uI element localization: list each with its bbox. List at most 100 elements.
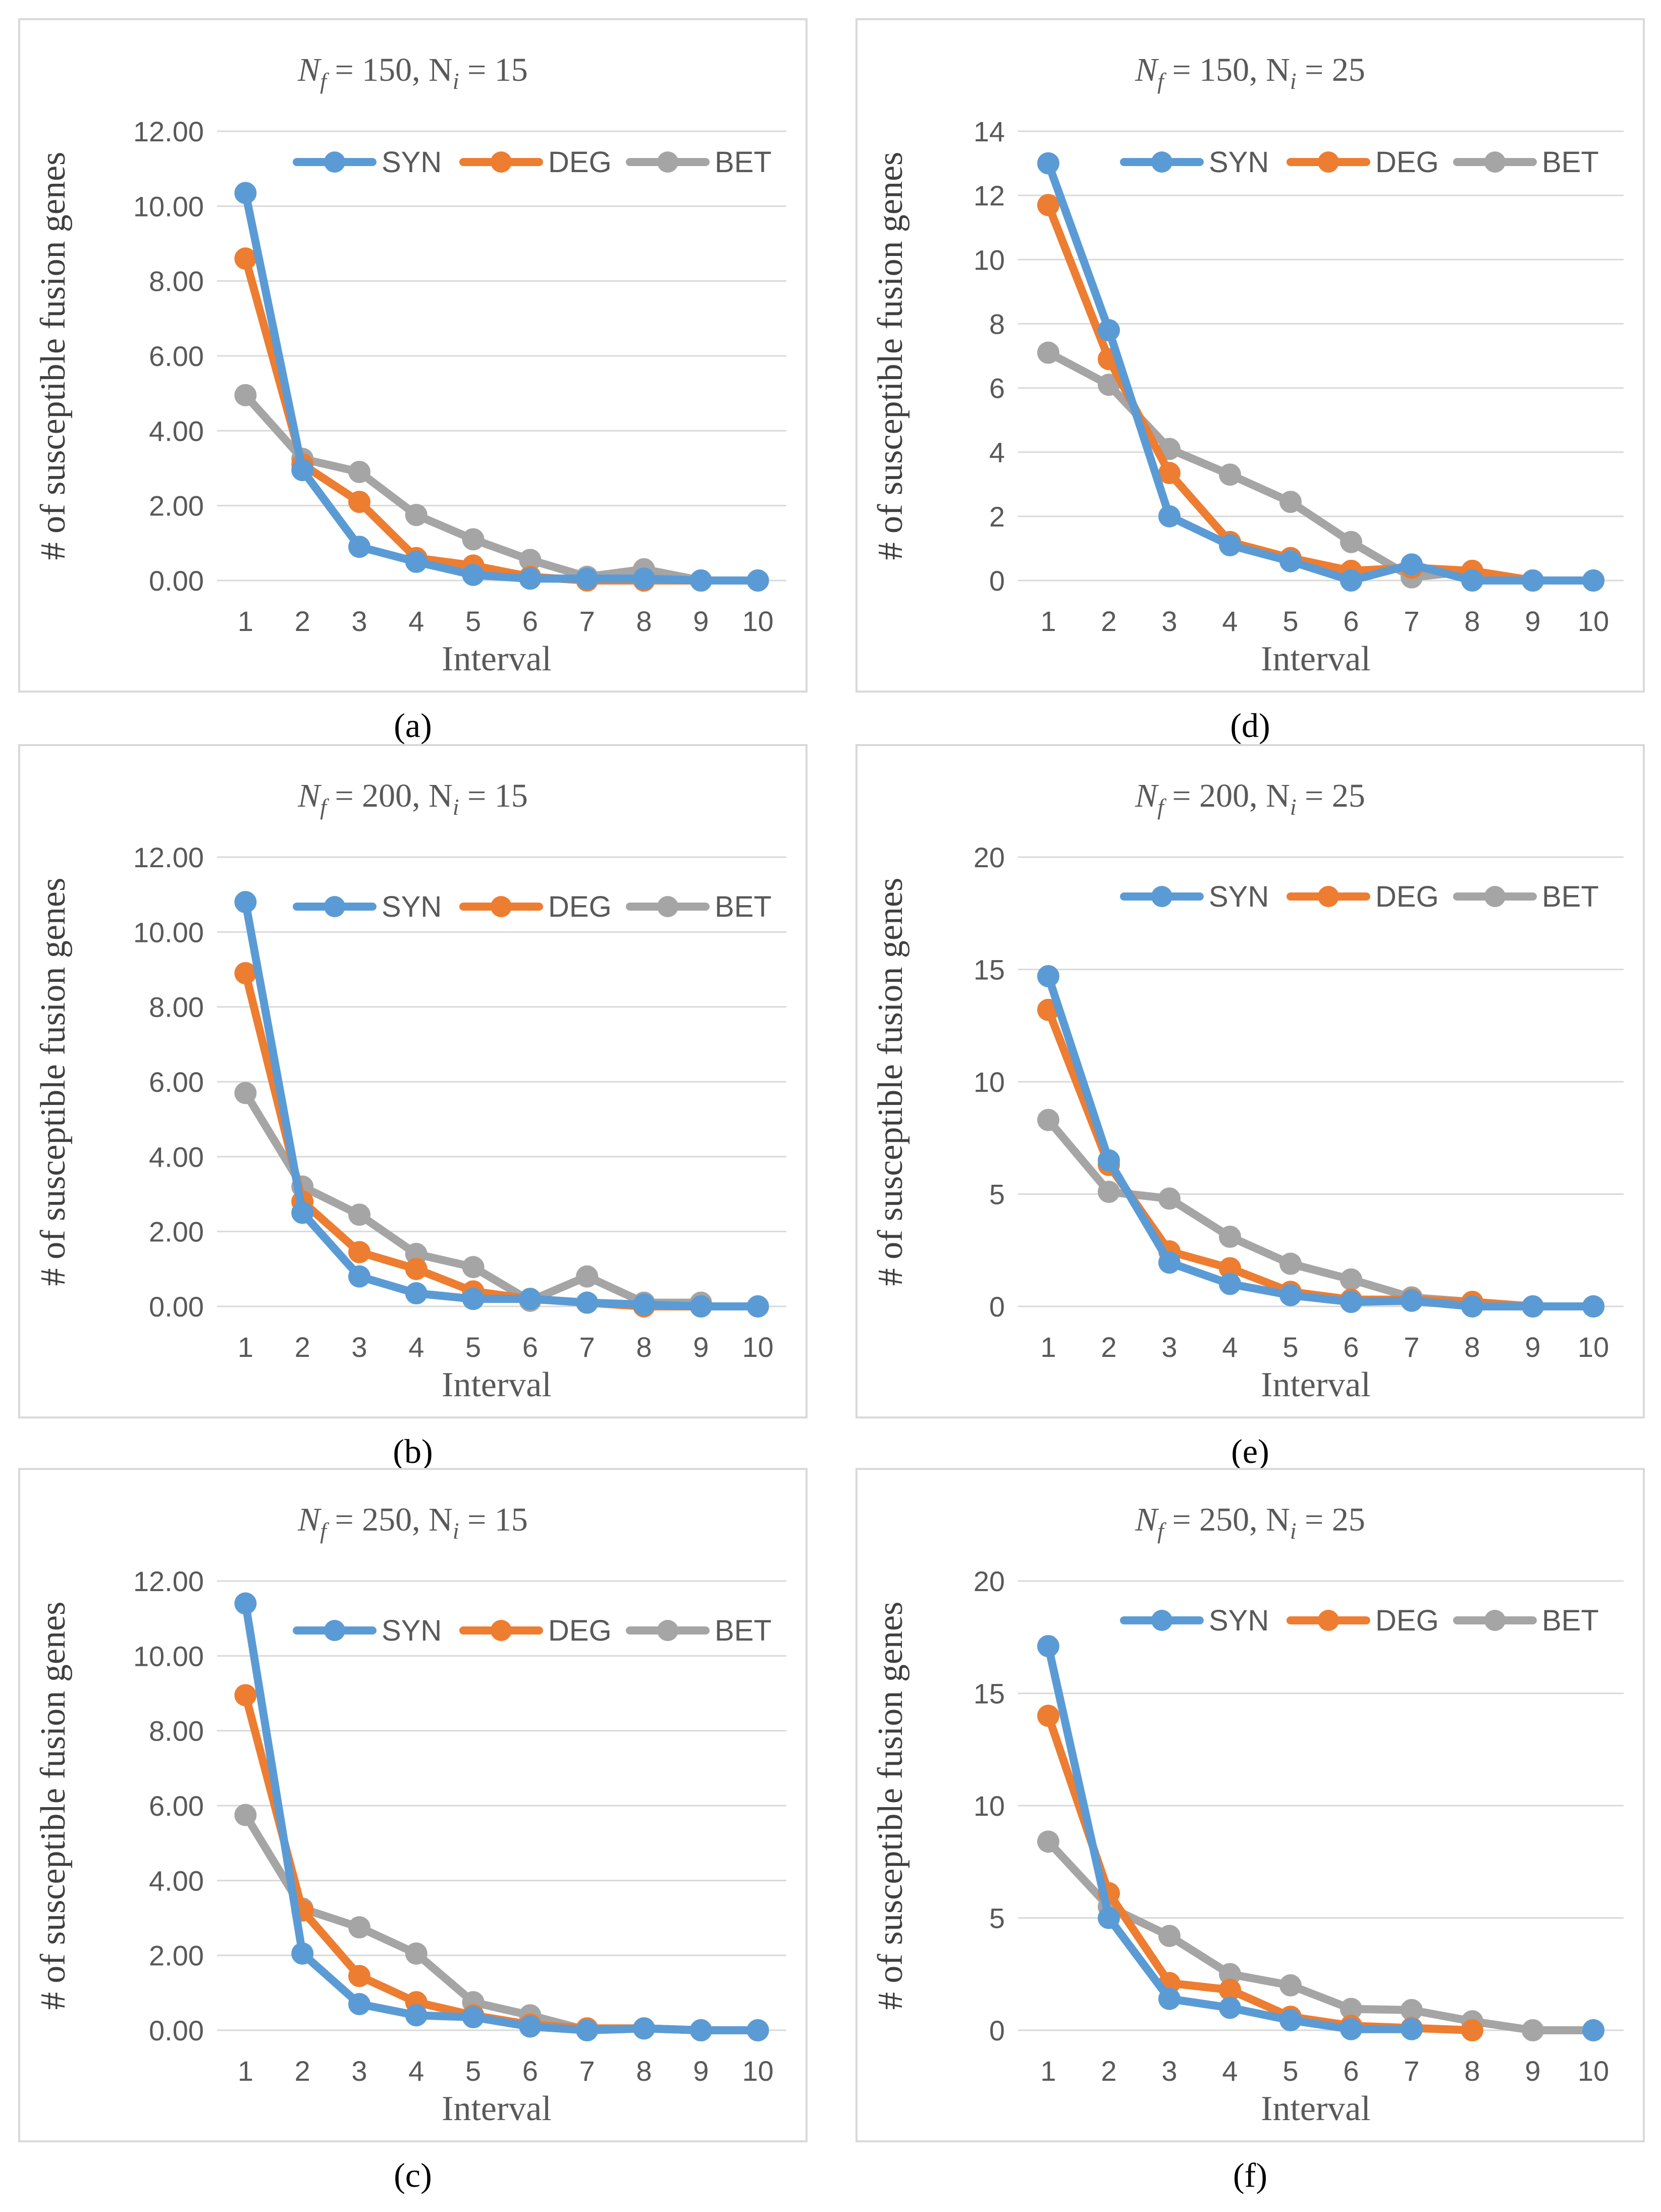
x-tick-label: 2 [295, 2055, 310, 2087]
y-tick-label: 0 [989, 565, 1005, 597]
data-point-bet [1098, 1181, 1120, 1203]
data-point-syn [1098, 1149, 1120, 1172]
y-tick-label: 4 [989, 437, 1005, 468]
x-tick-label: 8 [636, 1331, 652, 1363]
y-tick-label: 0.00 [149, 2015, 204, 2046]
legend-swatch-marker [1151, 1610, 1172, 1631]
data-point-syn [1401, 553, 1423, 576]
x-tick-label: 2 [295, 605, 310, 637]
x-tick-label: 1 [238, 1331, 253, 1363]
data-point-deg [1037, 1705, 1059, 1727]
data-point-bet [1219, 1226, 1241, 1248]
x-tick-label: 4 [408, 2055, 424, 2087]
panel-caption-c: (c) [394, 2156, 432, 2194]
data-point-syn [348, 1265, 370, 1288]
x-axis-label: Interval [442, 1365, 552, 1404]
y-tick-label: 10.00 [133, 1640, 204, 1672]
data-point-syn [689, 2019, 712, 2041]
chart-title-part: i [1290, 794, 1297, 820]
chart-title-part: i [1290, 68, 1297, 94]
y-tick-label: 12 [974, 180, 1005, 212]
data-point-bet [462, 528, 485, 551]
legend-label: DEG [1375, 146, 1439, 179]
legend-swatch-marker [657, 1620, 678, 1641]
legend-item-deg: DEG [459, 146, 612, 179]
chart-title-part: N [1135, 1501, 1159, 1538]
data-point-bet [1158, 1187, 1181, 1210]
data-point-syn [291, 1942, 314, 1965]
data-point-syn [746, 2019, 769, 2041]
chart-title-part: N [297, 51, 322, 88]
legend-item-deg: DEG [1287, 146, 1439, 179]
x-tick-label: 7 [579, 1331, 595, 1363]
x-tick-label: 2 [1101, 2055, 1116, 2087]
y-tick-label: 8.00 [149, 991, 204, 1023]
y-tick-label: 12.00 [133, 1565, 204, 1597]
legend-label: BET [1542, 1604, 1599, 1637]
x-tick-label: 2 [1101, 1331, 1116, 1363]
chart-title-part: N [1135, 777, 1159, 814]
panel-caption-d: (d) [1230, 706, 1270, 745]
data-point-syn [348, 536, 370, 558]
chart-title-part: = 25 [1297, 1501, 1365, 1538]
series-line-syn [1044, 159, 1597, 585]
data-point-bet [1037, 1109, 1059, 1131]
legend-label: BET [1542, 880, 1599, 913]
x-tick-label: 6 [1343, 605, 1359, 637]
x-tick-label: 7 [1404, 605, 1419, 637]
y-axis-label: # of susceptible fusion genes [34, 1602, 73, 2010]
legend-swatch-marker [1318, 886, 1339, 907]
legend-swatch-marker [1151, 151, 1172, 173]
x-tick-label: 5 [465, 1331, 481, 1363]
y-tick-label: 6 [989, 373, 1005, 404]
chart-title-part: N [1135, 51, 1159, 88]
x-axis-label: Interval [442, 640, 552, 678]
data-point-bet [234, 384, 257, 406]
data-point-bet [1037, 341, 1059, 364]
legend-label: BET [715, 890, 772, 923]
legend-swatch-marker [1484, 886, 1506, 907]
data-point-syn [576, 2019, 599, 2041]
panel-caption-b: (b) [393, 1432, 433, 1470]
data-point-deg [348, 491, 370, 513]
legend-swatch-marker [657, 151, 678, 173]
data-point-syn [1522, 569, 1544, 592]
legend-item-syn: SYN [293, 890, 442, 923]
chart-title: Nf = 150, Ni = 15 [297, 51, 528, 94]
chart-title-part: = 15 [459, 51, 528, 88]
data-point-bet [1340, 531, 1362, 553]
y-tick-label: 12.00 [133, 841, 204, 873]
legend-swatch-marker [491, 151, 512, 173]
legend-label: BET [715, 1614, 772, 1647]
panel-caption-e: (e) [1231, 1432, 1269, 1470]
y-tick-label: 10 [974, 1790, 1005, 1822]
y-tick-label: 10 [974, 244, 1005, 276]
x-tick-label: 7 [1404, 2055, 1419, 2087]
y-tick-label: 2.00 [149, 490, 204, 522]
x-tick-label: 3 [1161, 2055, 1177, 2087]
legend-swatch-marker [657, 896, 678, 917]
legend-label: DEG [548, 890, 612, 923]
data-point-syn [1279, 1284, 1302, 1306]
x-tick-label: 3 [351, 1331, 367, 1363]
legend-label: SYN [382, 890, 442, 923]
y-tick-label: 6.00 [149, 1790, 204, 1822]
x-tick-label: 4 [408, 605, 424, 637]
legend-item-bet: BET [1453, 146, 1599, 179]
data-point-syn [405, 2004, 427, 2027]
legend-label: BET [715, 146, 772, 179]
y-tick-label: 5 [989, 1903, 1005, 1934]
data-point-syn [1340, 1291, 1362, 1313]
data-point-bet [462, 1256, 485, 1279]
data-point-deg [348, 1965, 370, 1987]
x-tick-label: 3 [351, 2055, 367, 2087]
legend-label: DEG [548, 146, 612, 179]
legend-swatch-marker [491, 1620, 512, 1641]
data-point-syn [1582, 569, 1604, 592]
data-point-syn [1279, 2009, 1302, 2031]
y-tick-label: 4.00 [149, 415, 204, 447]
data-point-syn [234, 1592, 257, 1615]
data-point-syn [1158, 505, 1181, 528]
panel-caption-a: (a) [394, 706, 432, 745]
y-tick-label: 0 [989, 2015, 1005, 2046]
